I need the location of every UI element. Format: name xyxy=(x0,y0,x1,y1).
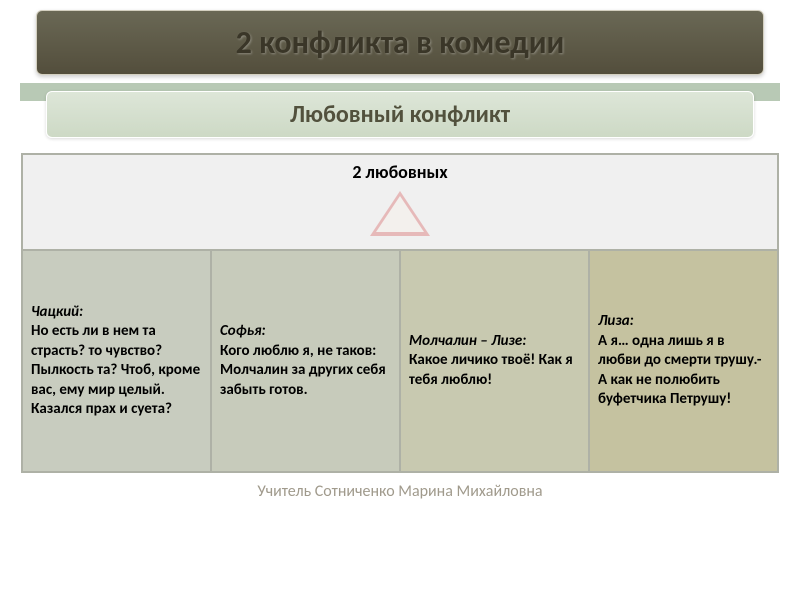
content-header: 2 любовных xyxy=(23,155,777,185)
footer-credit: Учитель Сотниченко Марина Михайловна xyxy=(0,482,800,501)
quote-text: А я… одна лишь я в любви до смерти трушу… xyxy=(598,332,761,409)
quote-speaker: Софья: xyxy=(220,322,266,340)
quote-cell-4: Лиза: А я… одна лишь я в любви до смерти… xyxy=(590,251,777,471)
main-title-text: 2 конфликта в комедии xyxy=(236,23,565,62)
subtitle-box: Любовный конфликт xyxy=(46,91,754,138)
subtitle-text: Любовный конфликт xyxy=(290,100,510,129)
quote-text: Кого люблю я, не таков: Молчалин за друг… xyxy=(220,342,386,399)
quote-speaker: Чацкий: xyxy=(31,303,83,321)
quote-text: Какое личико твоё! Как я тебя люблю! xyxy=(409,351,573,389)
main-title: 2 конфликта в комедии xyxy=(36,10,764,75)
quote-cell-1: Чацкий: Но есть ли в нем та страсть? то … xyxy=(23,251,210,471)
content-area: 2 любовных Чацкий: Но есть ли в нем та с… xyxy=(20,152,780,474)
footer-text: Учитель Сотниченко Марина Михайловна xyxy=(257,482,542,501)
quote-speaker: Лиза: xyxy=(598,312,634,330)
quote-cell-2: Софья: Кого люблю я, не таков: Молчалин … xyxy=(212,251,399,471)
triangle-indicator xyxy=(23,185,777,249)
quotes-row: Чацкий: Но есть ли в нем та страсть? то … xyxy=(23,251,777,471)
quote-speaker: Молчалин – Лизе: xyxy=(409,332,526,350)
quote-text: Но есть ли в нем та страсть? то чувство?… xyxy=(31,322,200,418)
quote-cell-3: Молчалин – Лизе: Какое личико твоё! Как … xyxy=(401,251,588,471)
content-header-text: 2 любовных xyxy=(352,161,447,183)
triangle-up-icon xyxy=(370,191,430,236)
